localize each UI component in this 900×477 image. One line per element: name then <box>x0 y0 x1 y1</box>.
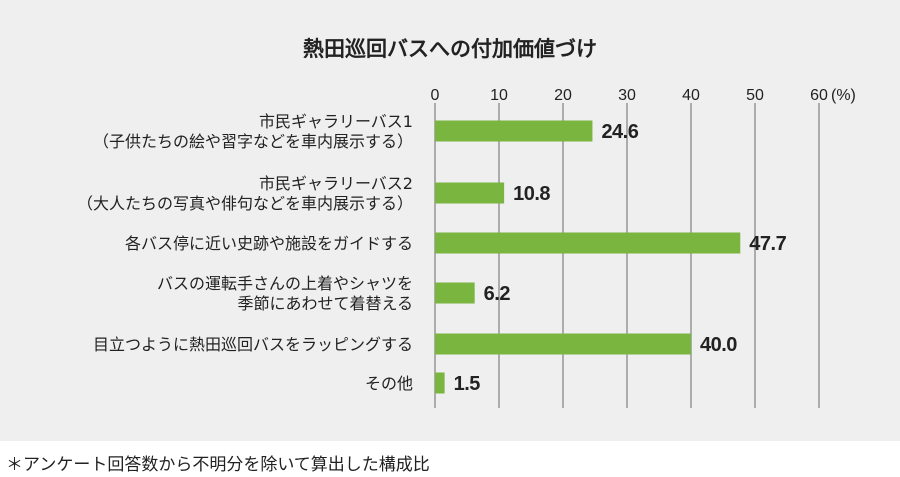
category-label: その他 <box>365 374 413 393</box>
x-axis-unit: (%) <box>831 87 856 104</box>
category-label: （大人たちの写真や俳句などを車内展示する） <box>77 194 413 213</box>
bar-value-label: 47.7 <box>749 233 786 255</box>
bar-value-label: 40.0 <box>700 334 737 356</box>
category-label: 季節にあわせて着替える <box>237 294 413 313</box>
x-tick-label: 60 <box>810 87 828 104</box>
bar <box>435 333 691 355</box>
x-tick-label: 10 <box>490 87 508 104</box>
x-tick-label: 50 <box>746 87 764 104</box>
bar-value-label: 6.2 <box>484 283 511 305</box>
chart-title: 熱田巡回バスへの付加価値づけ <box>303 37 597 61</box>
bar-value-label: 10.8 <box>513 183 550 205</box>
category-label: 市民ギャラリーバス1 <box>259 112 413 131</box>
x-tick-label: 0 <box>431 87 440 104</box>
bar-value-label: 24.6 <box>601 121 638 143</box>
chart-panel <box>0 0 900 441</box>
footnote: ＊アンケート回答数から不明分を除いて算出した構成比 <box>6 455 430 475</box>
category-label: 各バス停に近い史跡や施設をガイドする <box>125 234 413 253</box>
category-label: （子供たちの絵や習字などを車内展示する） <box>93 132 413 151</box>
x-tick-label: 40 <box>682 87 700 104</box>
bar <box>435 282 475 304</box>
bar <box>435 120 593 142</box>
bar <box>435 232 741 254</box>
category-label: 目立つように熱田巡回バスをラッピングする <box>93 335 413 354</box>
category-label: 市民ギャラリーバス2 <box>259 174 413 193</box>
bar <box>435 372 445 394</box>
bar <box>435 182 505 204</box>
x-tick-label: 20 <box>554 87 572 104</box>
x-tick-label: 30 <box>618 87 636 104</box>
bar-value-label: 1.5 <box>454 373 481 395</box>
bar-chart: 熱田巡回バスへの付加価値づけ 0 10 20 30 40 50 60 (%) 24.6 市民ギャラリ… <box>77 37 856 408</box>
category-label: バスの運転手さんの上着やシャツを <box>157 274 413 293</box>
